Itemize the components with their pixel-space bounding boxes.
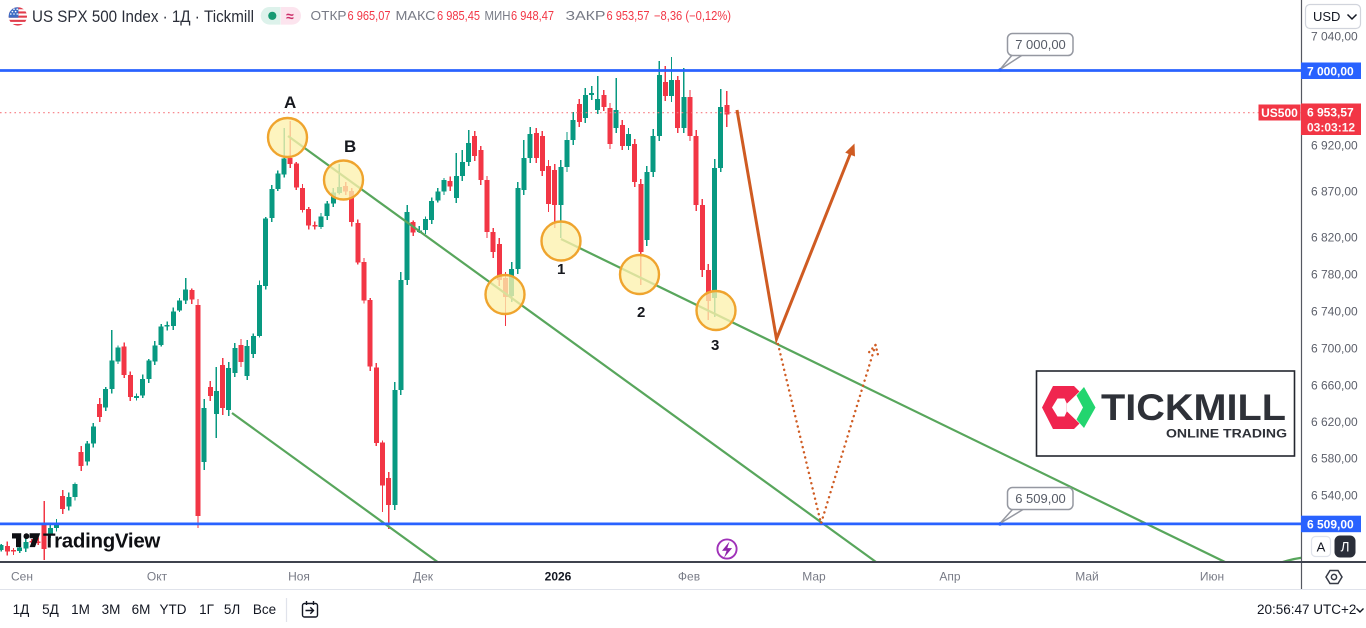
svg-text:ЗАКР: ЗАКР <box>566 9 606 23</box>
svg-text:МИН: МИН <box>485 9 511 23</box>
svg-text:1Д: 1Д <box>13 602 30 617</box>
svg-text:А: А <box>1317 540 1326 555</box>
svg-text:ONLINE TRADING: ONLINE TRADING <box>1166 429 1287 441</box>
svg-text:5Л: 5Л <box>224 602 240 617</box>
svg-text:6 920,00: 6 920,00 <box>1311 138 1358 152</box>
svg-text:7 000,00: 7 000,00 <box>1307 65 1354 79</box>
svg-text:6 740,00: 6 740,00 <box>1311 304 1358 318</box>
svg-text:6 965,07: 6 965,07 <box>348 9 391 23</box>
svg-text:B: B <box>344 137 356 156</box>
svg-text:Мар: Мар <box>802 570 826 584</box>
svg-text:6 540,00: 6 540,00 <box>1311 488 1358 502</box>
svg-text:6 948,47: 6 948,47 <box>511 9 554 23</box>
svg-text:Л: Л <box>1341 540 1350 555</box>
svg-text:TICKMILL: TICKMILL <box>1101 387 1286 428</box>
svg-text:1: 1 <box>557 261 565 278</box>
svg-text:US500: US500 <box>1261 106 1298 120</box>
svg-text:Дек: Дек <box>413 570 434 584</box>
svg-text:6 509,00: 6 509,00 <box>1307 518 1354 532</box>
svg-text:US SPX 500 Index · 1Д · Tickmi: US SPX 500 Index · 1Д · Tickmill <box>32 7 254 26</box>
svg-text:Фев: Фев <box>678 570 700 584</box>
svg-text:03:03:12: 03:03:12 <box>1307 121 1355 135</box>
svg-text:6 660,00: 6 660,00 <box>1311 378 1358 392</box>
svg-text:6 953,57: 6 953,57 <box>607 9 650 23</box>
svg-text:USD: USD <box>1313 9 1340 24</box>
svg-text:2026: 2026 <box>545 570 572 584</box>
svg-text:Апр: Апр <box>939 570 961 584</box>
svg-text:Май: Май <box>1075 570 1099 584</box>
svg-text:6 870,00: 6 870,00 <box>1311 184 1358 198</box>
svg-text:6 700,00: 6 700,00 <box>1311 341 1358 355</box>
svg-text:Сен: Сен <box>11 570 33 584</box>
svg-text:7 040,00: 7 040,00 <box>1311 29 1358 43</box>
svg-text:A: A <box>284 93 296 112</box>
svg-text:6 780,00: 6 780,00 <box>1311 267 1358 281</box>
svg-text:6 985,45: 6 985,45 <box>437 9 480 23</box>
svg-text:20:56:47 UTC+2: 20:56:47 UTC+2 <box>1257 602 1356 617</box>
svg-text:6 820,00: 6 820,00 <box>1311 230 1358 244</box>
svg-text:≈: ≈ <box>286 8 294 24</box>
svg-text:6М: 6М <box>132 602 151 617</box>
svg-text:1М: 1М <box>71 602 90 617</box>
svg-text:2: 2 <box>637 304 645 321</box>
svg-text:Ноя: Ноя <box>288 570 310 584</box>
svg-text:6 509,00: 6 509,00 <box>1015 491 1066 506</box>
svg-text:TradingView: TradingView <box>43 530 160 553</box>
svg-text:3: 3 <box>711 337 719 354</box>
svg-text:ОТКР: ОТКР <box>311 9 347 23</box>
svg-text:7 000,00: 7 000,00 <box>1015 37 1066 52</box>
svg-text:6 620,00: 6 620,00 <box>1311 415 1358 429</box>
svg-text:YTD: YTD <box>160 602 187 617</box>
svg-text:6 953,57: 6 953,57 <box>1307 106 1354 120</box>
svg-text:Окт: Окт <box>147 570 168 584</box>
svg-text:МАКС: МАКС <box>396 9 436 23</box>
svg-text:6 580,00: 6 580,00 <box>1311 451 1358 465</box>
svg-text:Все: Все <box>253 602 276 617</box>
svg-text:−8,36 (−0,12%): −8,36 (−0,12%) <box>654 9 731 23</box>
svg-text:1Г: 1Г <box>199 602 215 617</box>
svg-text:3М: 3М <box>102 602 121 617</box>
svg-text:Июн: Июн <box>1200 570 1224 584</box>
svg-text:5Д: 5Д <box>42 602 59 617</box>
